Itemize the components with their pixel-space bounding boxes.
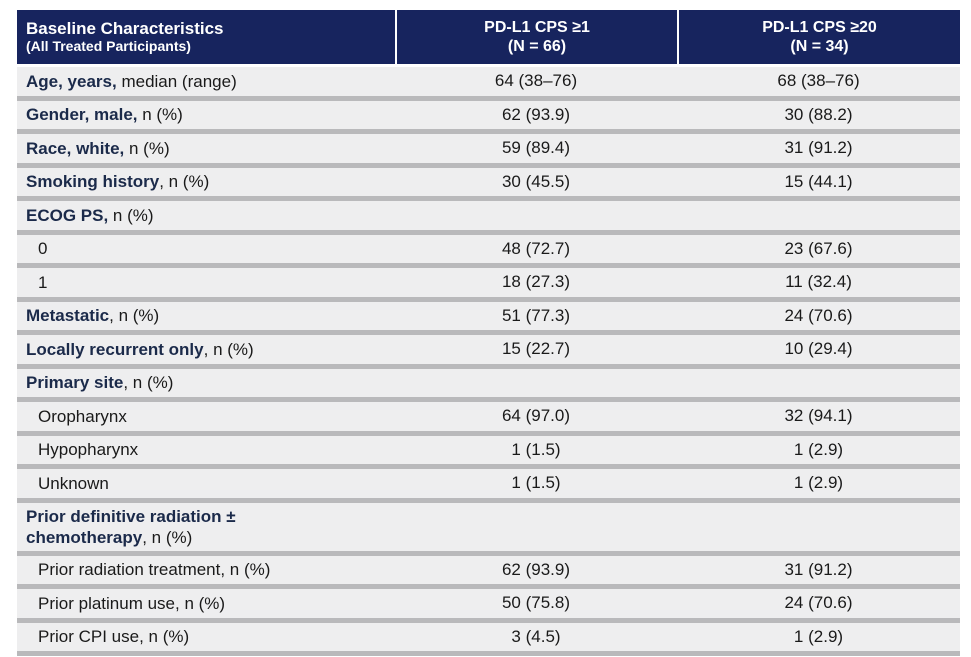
cell-cps20: 30 (88.2) [784,104,853,124]
row-label-bold: Metastatic [26,306,110,326]
table-row-prior-definitive-radiation: Prior definitive radiation ± chemotherap… [17,502,960,556]
row-label: 0 [38,239,48,259]
table-row-locally-recurrent: Locally recurrent only, n (%) 15 (22.7) … [17,335,960,369]
cell-cps1: 1 (1.5) [511,473,561,493]
row-label: Locally recurrent only, n (%) [17,339,395,360]
header-cps1-n: (N = 66) [507,38,567,55]
cell-cps20: 10 (29.4) [784,339,853,359]
row-label-rest: , n (%) [123,373,174,393]
header-cps1: PD-L1 CPS ≥1 (N = 66) [395,10,677,64]
table-row-hypopharynx: Hypopharynx 1 (1.5) 1 (2.9) [17,435,960,469]
row-label-rest: n (%) [108,205,154,225]
cell-cps20: 32 (94.1) [784,406,853,426]
row-label-rest: , n (%) [142,527,193,547]
header-characteristics: Baseline Characteristics (All Treated Pa… [17,10,395,64]
cell-cps1: 64 (38–76) [494,71,578,91]
cell-cps1: 50 (75.8) [501,593,571,613]
row-label-rest: median (range) [116,71,237,91]
table-row-ecog: ECOG PS, n (%) [17,201,960,235]
cell-cps20: 68 (38–76) [777,71,860,91]
row-label-bold: Smoking history [26,172,160,192]
header-col0-subtitle: (All Treated Participants) [26,38,191,54]
cell-cps20: 1 (2.9) [793,439,844,459]
header-cps20-title: PD-L1 CPS ≥20 [762,19,877,36]
table-row-prior-cpi: Prior CPI use, n (%) 3 (4.5) 1 (2.9) [17,622,960,656]
row-label-bold: Gender, male, [26,105,138,125]
table-row-age: Age, years, median (range) 64 (38–76) 68… [17,67,960,101]
row-label: Prior platinum use, n (%) [38,593,226,613]
table-row-ecog-1: 1 18 (27.3) 11 (32.4) [17,268,960,302]
row-label: Prior radiation treatment, n (%) [38,560,271,580]
row-label: Prior CPI use, n (%) [38,627,190,647]
cell-cps20: 23 (67.6) [784,238,853,258]
cell-cps1: 48 (72.7) [501,238,571,258]
cell-cps1: 62 (93.9) [501,104,571,124]
cell-cps1: 30 (45.5) [501,171,571,191]
cell-cps20: 1 (2.9) [793,473,844,493]
row-label: Prior definitive radiation ± chemotherap… [17,506,395,548]
row-label: Unknown [38,473,109,493]
row-label-bold: Age, years, [26,71,117,91]
table-row-prior-radiation: Prior radiation treatment, n (%) 62 (93.… [17,555,960,589]
cell-cps1: 3 (4.5) [511,626,561,646]
row-label: Oropharynx [38,406,127,426]
row-label-bold: ECOG PS, [26,205,109,225]
cell-cps20: 24 (70.6) [784,593,853,613]
row-label: Race, white, n (%) [17,138,395,159]
row-label: Smoking history, n (%) [17,171,395,192]
row-label-rest: n (%) [137,105,183,125]
row-label: Gender, male, n (%) [17,104,395,125]
table-row-ecog-0: 0 48 (72.7) 23 (67.6) [17,234,960,268]
table-row-oropharynx: Oropharynx 64 (97.0) 32 (94.1) [17,402,960,436]
row-label-bold-line1: Prior definitive radiation ± [26,506,236,526]
table-row-smoking: Smoking history, n (%) 30 (45.5) 15 (44.… [17,167,960,201]
row-label-bold-line2: chemotherapy [26,527,143,547]
cell-cps20: 11 (32.4) [785,272,852,292]
row-label: Age, years, median (range) [17,71,395,92]
cell-cps20: 24 (70.6) [784,305,853,325]
header-cps20: PD-L1 CPS ≥20 (N = 34) [677,10,960,64]
row-label-bold: Primary site [26,373,124,393]
row-label: Primary site, n (%) [17,372,395,393]
cell-cps1: 18 (27.3) [501,272,571,292]
row-label-rest: , n (%) [159,172,210,192]
header-col0-title: Baseline Characteristics [26,19,224,38]
cell-cps1: 62 (93.9) [501,559,571,579]
baseline-characteristics-table: Baseline Characteristics (All Treated Pa… [17,10,960,656]
row-label-bold: Race, white, [26,138,125,158]
cell-cps1: 59 (89.4) [501,138,571,158]
row-label: 1 [38,272,48,292]
row-label-rest: , n (%) [109,306,160,326]
cell-cps20: 31 (91.2) [784,559,853,579]
table-row-prior-platinum: Prior platinum use, n (%) 50 (75.8) 24 (… [17,589,960,623]
row-label: ECOG PS, n (%) [17,205,395,226]
table-row-metastatic: Metastatic, n (%) 51 (77.3) 24 (70.6) [17,301,960,335]
table-row-unknown: Unknown 1 (1.5) 1 (2.9) [17,469,960,503]
header-cps20-n: (N = 34) [790,38,849,55]
cell-cps20: 31 (91.2) [784,138,853,158]
cell-cps20: 15 (44.1) [784,171,853,191]
cell-cps1: 1 (1.5) [511,439,561,459]
table-row-race: Race, white, n (%) 59 (89.4) 31 (91.2) [17,134,960,168]
header-cps1-title: PD-L1 CPS ≥1 [484,19,590,36]
table-header: Baseline Characteristics (All Treated Pa… [17,10,960,67]
table-row-gender: Gender, male, n (%) 62 (93.9) 30 (88.2) [17,100,960,134]
row-label-rest: , n (%) [203,339,254,359]
row-label: Hypopharynx [38,440,139,460]
cell-cps1: 15 (22.7) [501,339,571,359]
cell-cps20: 1 (2.9) [793,626,844,646]
row-label-rest: n (%) [124,138,170,158]
cell-cps1: 51 (77.3) [501,305,571,325]
row-label: Metastatic, n (%) [17,305,395,326]
cell-cps1: 64 (97.0) [501,406,571,426]
table-row-primary-site: Primary site, n (%) [17,368,960,402]
row-label-bold: Locally recurrent only [26,339,204,359]
